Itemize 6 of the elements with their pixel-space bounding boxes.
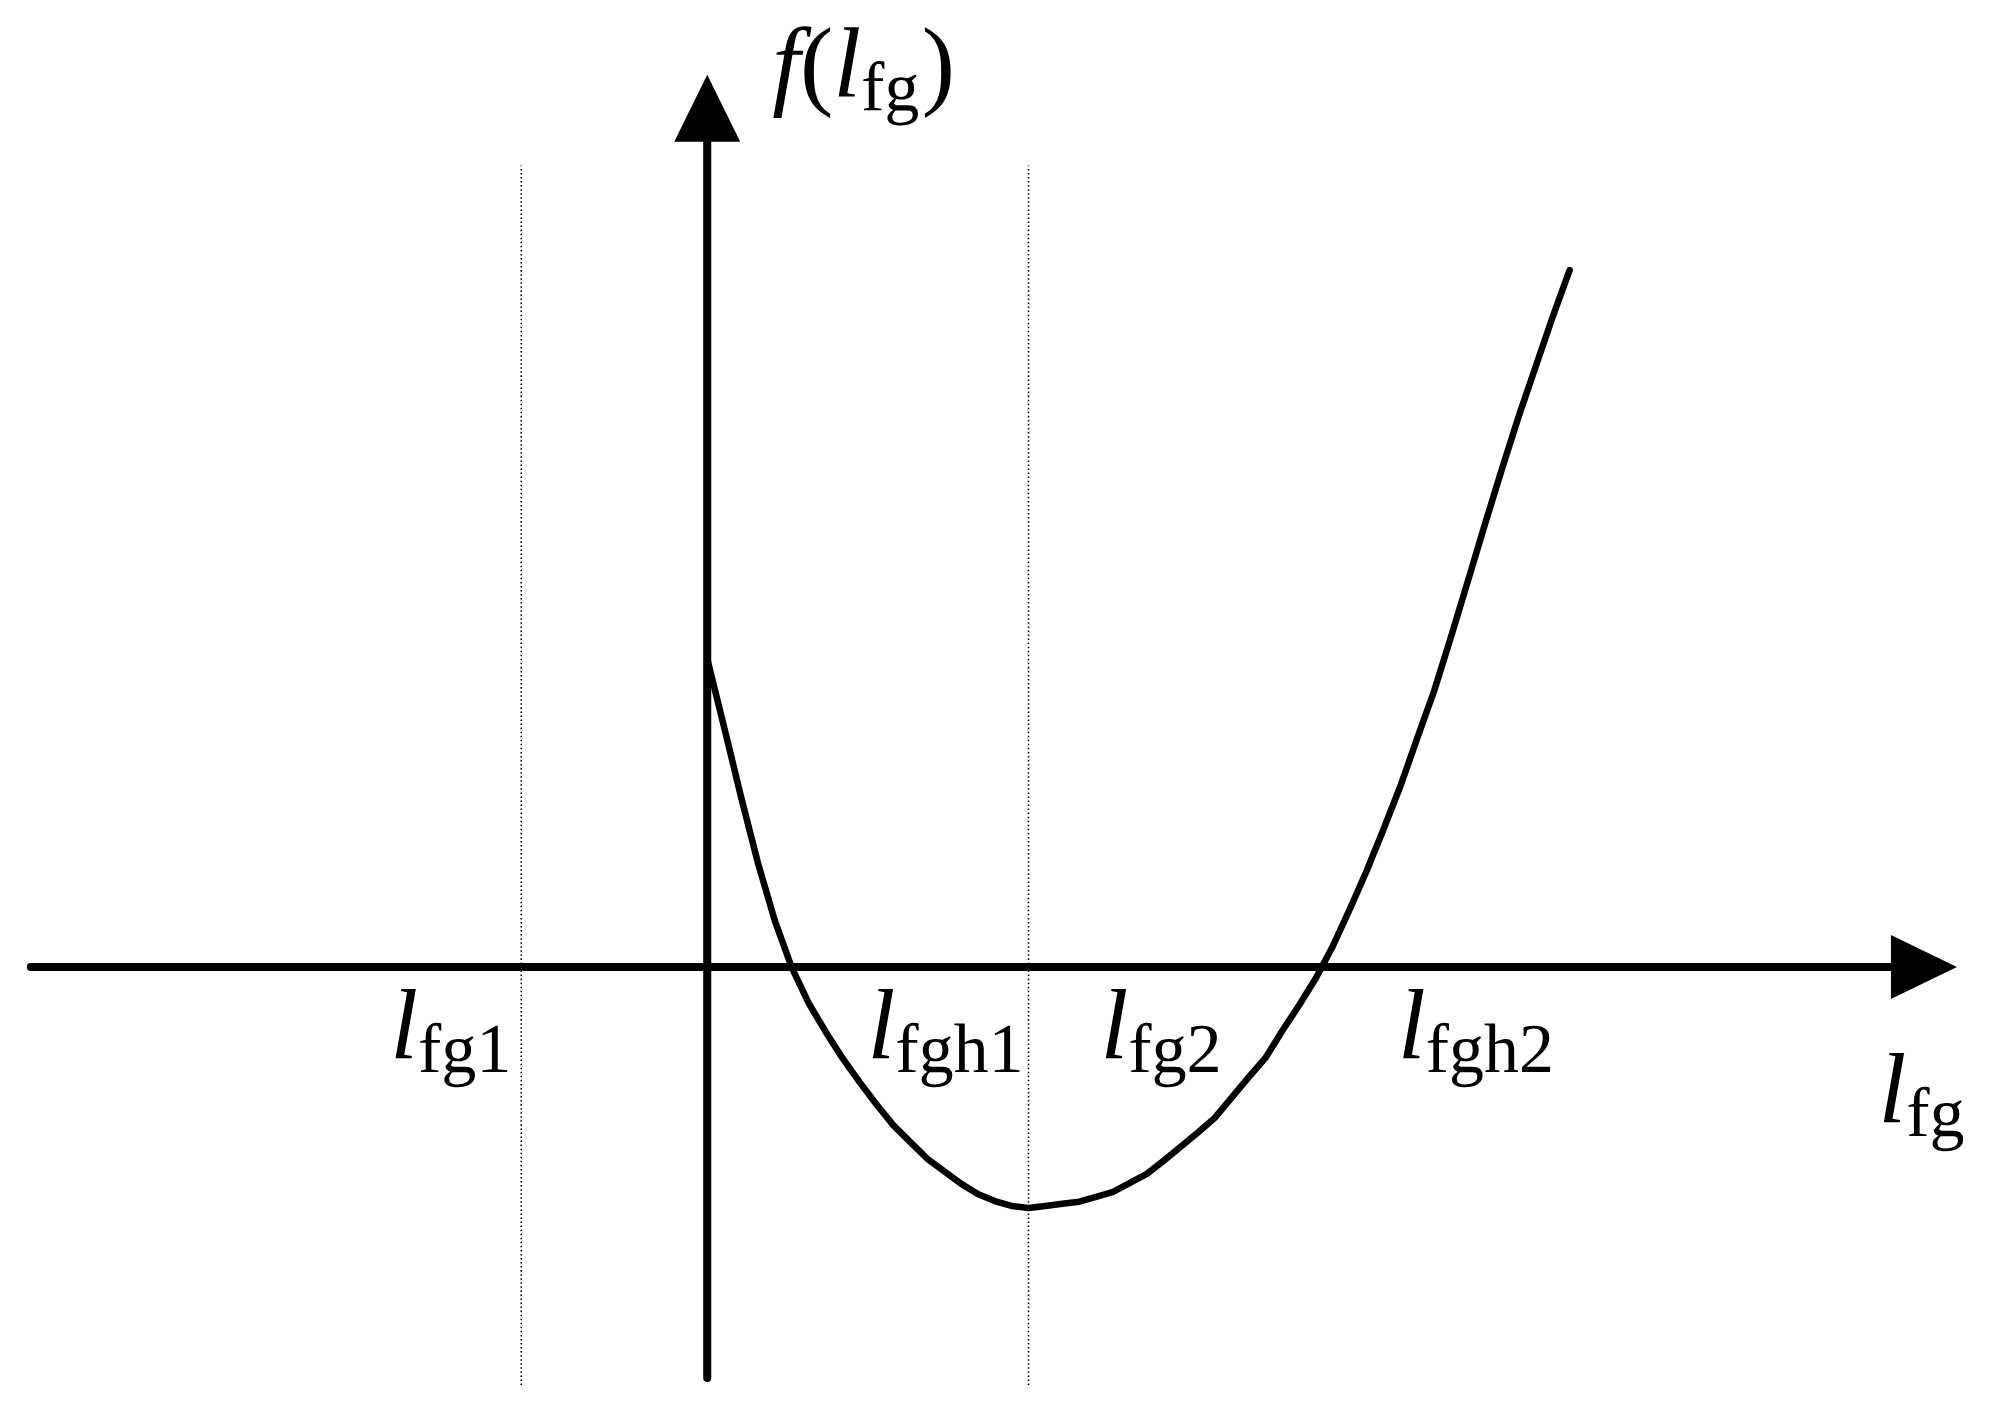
annotation: l$_{fgh2}$ bbox=[1403, 988, 1551, 1088]
annotation: l$_{fg1}$ bbox=[395, 988, 508, 1088]
annotation: l$_{fgh1}$ bbox=[872, 988, 1020, 1088]
y-axis-title: f(l$_{fg}$) bbox=[773, 26, 951, 126]
annotation: l$_{fg2}$ bbox=[1105, 988, 1218, 1088]
x-axis-title: l$_{fg}$ bbox=[1883, 1052, 1964, 1152]
